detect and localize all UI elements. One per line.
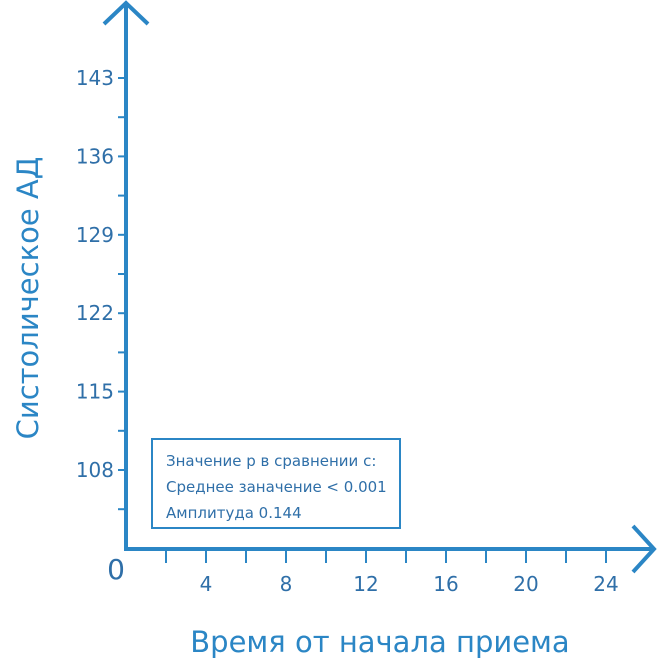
x-tick-label: 24: [593, 572, 618, 596]
origin-label: 0: [107, 553, 125, 586]
x-tick-label: 20: [513, 572, 538, 596]
p-value-annotation-box: Значение р в сравнении с: Среднее заначе…: [151, 438, 401, 529]
x-tick-label: 8: [280, 572, 293, 596]
y-axis-ticks: 108 115 122 129 136 143: [76, 66, 126, 511]
x-tick-label: 12: [353, 572, 378, 596]
x-axis-title: Время от начала приема: [190, 625, 569, 659]
annotation-mean-line: Среднее заначение < 0.001: [166, 478, 387, 496]
y-tick-label: 115: [76, 380, 114, 404]
y-tick-label: 122: [76, 301, 114, 325]
y-axis-title: Систолическое АД: [11, 157, 45, 440]
x-axis-ticks: 4 8 12 16 20 24: [165, 549, 619, 596]
y-tick-label: 136: [76, 144, 114, 168]
x-tick-label: 4: [200, 572, 213, 596]
annotation-amplitude-line: Амплитуда 0.144: [166, 504, 302, 522]
y-axis-arrowhead: [102, 0, 150, 26]
x-tick-label: 16: [433, 572, 458, 596]
y-tick-label: 108: [76, 458, 114, 482]
annotation-title: Значение р в сравнении с:: [166, 452, 377, 470]
y-tick-label: 129: [76, 223, 114, 247]
y-tick-label: 143: [76, 66, 114, 90]
x-axis-arrowhead: [631, 524, 657, 574]
